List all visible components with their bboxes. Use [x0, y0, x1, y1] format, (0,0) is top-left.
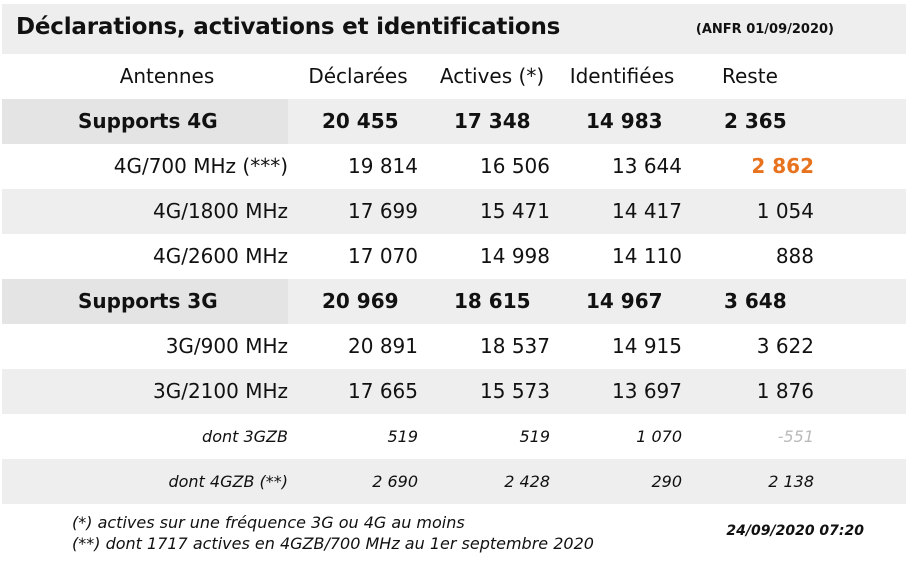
- column-header-identifiees: Identifiées: [569, 64, 675, 88]
- footnotes: (*) actives sur une fréquence 3G ou 4G a…: [72, 512, 594, 554]
- cell-identifiees: 14 915: [612, 334, 682, 358]
- cell-reste-highlight: 2 862: [751, 154, 814, 178]
- page-title: Déclarations, activations et identificat…: [16, 14, 561, 40]
- cell-identifiees: 14 983: [586, 109, 663, 133]
- cell-reste: 2 365: [724, 109, 787, 133]
- table-row: 4G/700 MHz (***) 19 814 16 506 13 644 2 …: [2, 144, 906, 189]
- row-label: 4G/700 MHz (***): [113, 154, 288, 178]
- column-header-reste: Reste: [722, 64, 778, 88]
- cell-declarees: 19 814: [348, 154, 418, 178]
- cell-declarees: 17 699: [348, 199, 418, 223]
- cell-actives: 18 615: [454, 289, 531, 313]
- cell-reste: 3 622: [756, 334, 814, 358]
- cell-identifiees: 14 110: [612, 244, 682, 268]
- table-row: 4G/1800 MHz 17 699 15 471 14 417 1 054: [2, 189, 906, 234]
- cell-actives: 18 537: [480, 334, 550, 358]
- row-label: Supports 4G: [78, 109, 218, 133]
- header-bar: Déclarations, activations et identificat…: [2, 4, 906, 54]
- cell-actives: 16 506: [480, 154, 550, 178]
- cell-identifiees: 14 967: [586, 289, 663, 313]
- cell-identifiees: 13 697: [612, 379, 682, 403]
- data-table: Antennes Déclarées Actives (*) Identifié…: [2, 54, 906, 504]
- table-row-supports-4g: Supports 4G 20 455 17 348 14 983 2 365: [2, 99, 906, 144]
- cell-reste: 888: [775, 244, 814, 268]
- cell-actives: 15 573: [480, 379, 550, 403]
- cell-reste-muted: -551: [777, 427, 814, 446]
- column-header-actives: Actives (*): [439, 64, 545, 88]
- row-label: dont 4GZB (**): [168, 472, 288, 491]
- cell-declarees: 519: [387, 427, 418, 446]
- footnote-4gzb: (**) dont 1717 actives en 4GZB/700 MHz a…: [72, 534, 594, 553]
- section-label-background: [2, 99, 288, 144]
- source-note: (ANFR 01/09/2020): [695, 22, 834, 37]
- cell-declarees: 20 455: [322, 109, 399, 133]
- cell-actives: 2 428: [504, 472, 550, 491]
- table-row: 4G/2600 MHz 17 070 14 998 14 110 888: [2, 234, 906, 279]
- cell-identifiees: 1 070: [636, 427, 682, 446]
- cell-declarees: 20 969: [322, 289, 399, 313]
- cell-actives: 15 471: [480, 199, 550, 223]
- row-label: 3G/2100 MHz: [152, 379, 288, 403]
- row-label: 4G/1800 MHz: [152, 199, 288, 223]
- cell-actives: 519: [519, 427, 550, 446]
- cell-identifiees: 14 417: [612, 199, 682, 223]
- row-label: 3G/900 MHz: [165, 334, 288, 358]
- table-row: dont 3GZB 519 519 1 070 -551: [2, 414, 906, 459]
- timestamp: 24/09/2020 07:20: [726, 523, 864, 539]
- section-label-background: [2, 279, 288, 324]
- cell-reste: 2 138: [768, 472, 814, 491]
- cell-reste: 1 876: [756, 379, 814, 403]
- cell-identifiees: 290: [651, 472, 682, 491]
- row-label: dont 3GZB: [202, 427, 288, 446]
- cell-declarees: 17 070: [348, 244, 418, 268]
- table-header-row: Antennes Déclarées Actives (*) Identifié…: [2, 54, 906, 99]
- table-row: dont 4GZB (**) 2 690 2 428 290 2 138: [2, 459, 906, 504]
- row-label: 4G/2600 MHz: [152, 244, 288, 268]
- cell-declarees: 20 891: [348, 334, 418, 358]
- table-row-supports-3g: Supports 3G 20 969 18 615 14 967 3 648: [2, 279, 906, 324]
- table-row: 3G/900 MHz 20 891 18 537 14 915 3 622: [2, 324, 906, 369]
- footnote-actives: (*) actives sur une fréquence 3G ou 4G a…: [72, 513, 465, 532]
- cell-identifiees: 13 644: [612, 154, 682, 178]
- cell-actives: 17 348: [454, 109, 531, 133]
- column-header-antennes: Antennes: [119, 64, 215, 88]
- cell-reste: 3 648: [724, 289, 787, 313]
- cell-declarees: 17 665: [348, 379, 418, 403]
- row-label: Supports 3G: [78, 289, 218, 313]
- table-row: 3G/2100 MHz 17 665 15 573 13 697 1 876: [2, 369, 906, 414]
- cell-declarees: 2 690: [372, 472, 418, 491]
- cell-reste: 1 054: [756, 199, 814, 223]
- cell-actives: 14 998: [480, 244, 550, 268]
- column-header-declarees: Déclarées: [308, 64, 408, 88]
